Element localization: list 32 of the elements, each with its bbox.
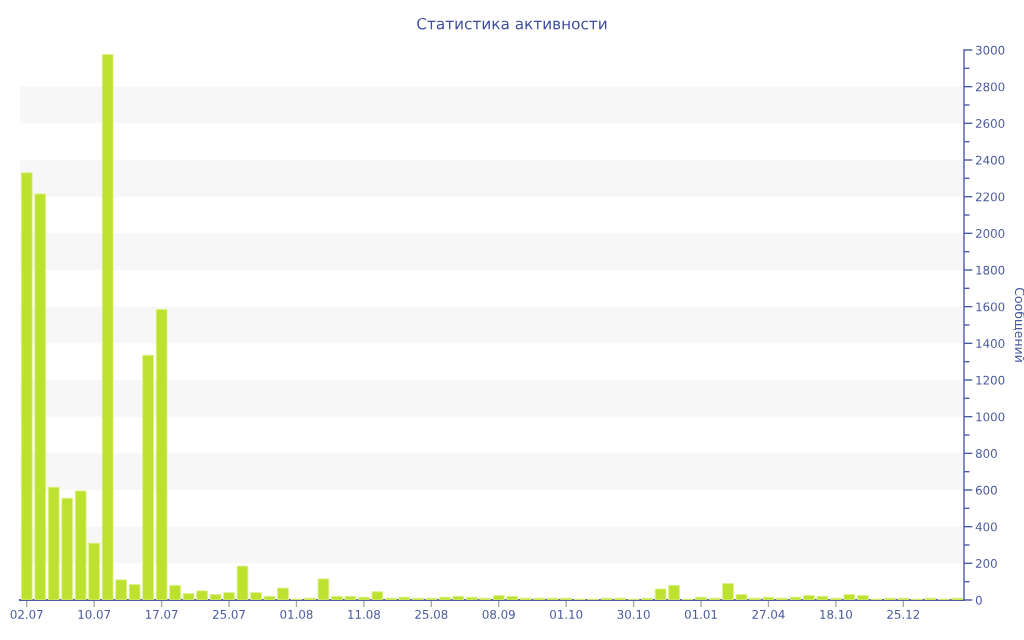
y-tick-label: 1600	[976, 302, 1005, 312]
x-tick-label: 30.10	[617, 609, 650, 619]
y-tick-label: 200	[975, 559, 997, 568]
y-tick-label: 1000	[976, 412, 1005, 422]
x-tick-label: 08.09	[482, 609, 515, 619]
y-tick-label: 2600	[975, 119, 1005, 128]
y-tick-label: 600	[975, 485, 997, 495]
x-tick-label: 25.07	[213, 609, 245, 619]
y-tick-label: 800	[975, 449, 997, 458]
y-tick-label: 2200	[975, 192, 1005, 202]
x-tick-label: 25.12	[887, 609, 920, 619]
y-tick-label: 1200	[976, 375, 1005, 385]
x-tick-label: 17.07	[146, 609, 178, 619]
y-tick-label: 3000	[976, 45, 1005, 55]
y-tick-label: 1800	[976, 265, 1005, 275]
x-tick-label: 01.10	[550, 609, 583, 619]
y-tick-label: 2000	[975, 229, 1005, 238]
y-tick-label: 1400	[976, 339, 1005, 348]
y-tick-label: 2400	[975, 155, 1005, 165]
x-tick-label: 01.01	[684, 609, 717, 619]
x-tick-label: 11.08	[348, 609, 380, 619]
x-tick-label: 02.07	[10, 609, 43, 619]
x-tick-label: 01.08	[280, 609, 313, 619]
y-axis-title: Сообщений	[1013, 287, 1024, 362]
x-tick-label: 18.10	[820, 609, 852, 619]
x-tick-label: 27.04	[752, 609, 785, 619]
y-tick-label: 2800	[975, 82, 1005, 92]
y-tick-label: 400	[975, 522, 997, 532]
chart-title: Статистика активности	[417, 17, 607, 30]
x-tick-label: 10.07	[78, 609, 111, 619]
x-tick-label: 25.08	[415, 609, 448, 619]
y-tick-label: 0	[975, 595, 982, 605]
